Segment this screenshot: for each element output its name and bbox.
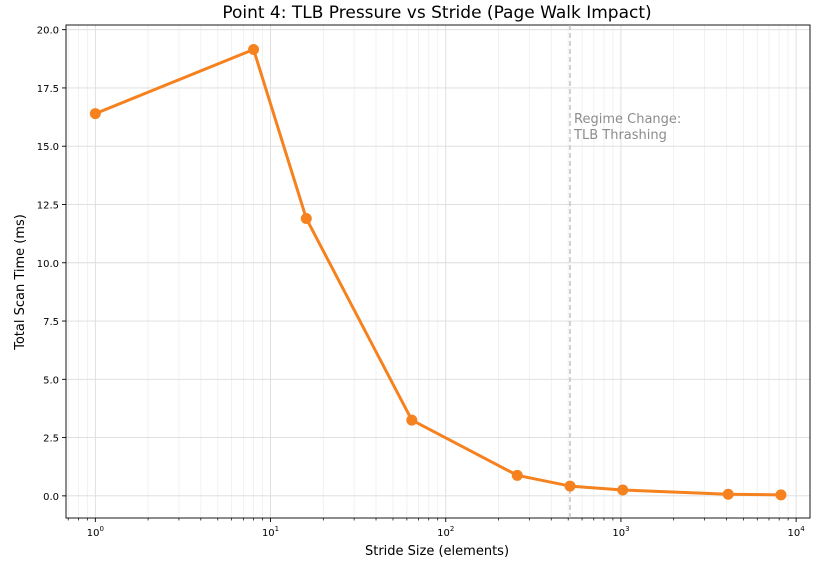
data-point — [564, 480, 576, 492]
data-point — [722, 488, 734, 500]
y-tick-label: 2.5 — [43, 434, 59, 445]
x-tick-label: 102 — [437, 525, 454, 539]
x-axis-label: Stride Size (elements) — [365, 544, 509, 558]
x-tick-label: 104 — [788, 525, 806, 539]
data-point — [775, 489, 787, 501]
x-tick-label: 101 — [262, 525, 279, 539]
y-tick-label: 20.0 — [37, 26, 59, 37]
y-tick-label: 10.0 — [37, 259, 59, 270]
x-tick-label: 103 — [612, 525, 629, 539]
y-tick-label: 0.0 — [43, 492, 59, 503]
data-point — [300, 212, 312, 224]
y-tick-label: 12.5 — [37, 200, 59, 211]
data-point — [406, 414, 418, 426]
data-point — [248, 43, 260, 55]
y-tick-label: 17.5 — [37, 84, 59, 95]
x-tick-label: 100 — [87, 525, 104, 539]
data-point — [511, 469, 523, 481]
y-tick-label: 15.0 — [37, 142, 59, 153]
y-axis-label: Total Scan Time (ms) — [13, 214, 28, 351]
y-tick-label: 5.0 — [43, 375, 59, 386]
regime-change-annotation: Regime Change: TLB Thrashing — [573, 112, 681, 143]
y-tick-label: 7.5 — [43, 317, 59, 328]
data-point — [617, 484, 629, 496]
data-point — [89, 108, 101, 120]
chart-title: Point 4: TLB Pressure vs Stride (Page Wa… — [222, 3, 651, 23]
